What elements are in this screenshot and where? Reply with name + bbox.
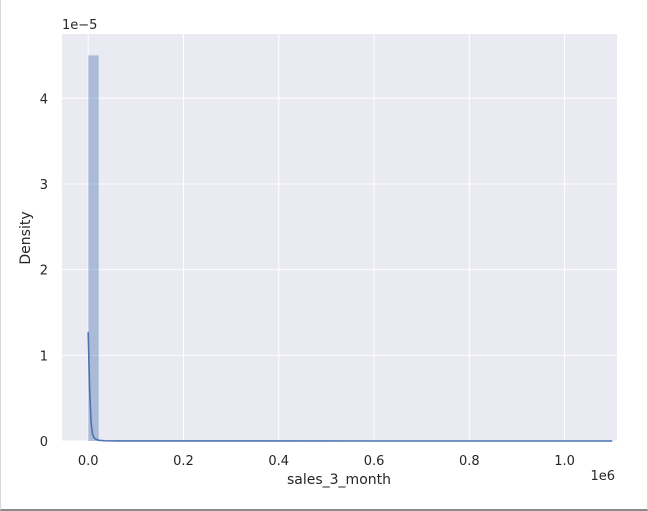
- x-tick-label: 0.4: [268, 454, 289, 469]
- y-tick-label: 1: [40, 349, 48, 364]
- x-tick-label: 1.0: [554, 454, 575, 469]
- x-tick-label: 0.2: [173, 454, 194, 469]
- plot-area: [62, 34, 617, 441]
- x-tick-label: 0.0: [78, 454, 99, 469]
- y-tick-label: 4: [40, 92, 48, 107]
- y-tick-label: 3: [40, 178, 48, 193]
- kde-line: [87, 332, 613, 442]
- histogram-bar: [88, 55, 99, 441]
- x-tick-label: 0.6: [364, 454, 385, 469]
- y-axis-label: Density: [18, 211, 34, 264]
- x-offset-text: 1e6: [590, 469, 615, 484]
- x-tick-label: 0.8: [459, 454, 480, 469]
- y-offset-text: 1e−5: [62, 18, 97, 33]
- histogram-bars: [88, 55, 99, 441]
- x-axis-ticks: 0.0 0.2 0.4 0.6 0.8 1.0: [78, 454, 575, 469]
- kde-curve: [87, 332, 613, 442]
- y-tick-label: 2: [40, 264, 48, 279]
- x-axis-label: sales_3_month: [287, 472, 391, 488]
- y-axis-ticks: 0 1 2 3 4: [40, 92, 48, 450]
- y-tick-label: 0: [40, 435, 48, 450]
